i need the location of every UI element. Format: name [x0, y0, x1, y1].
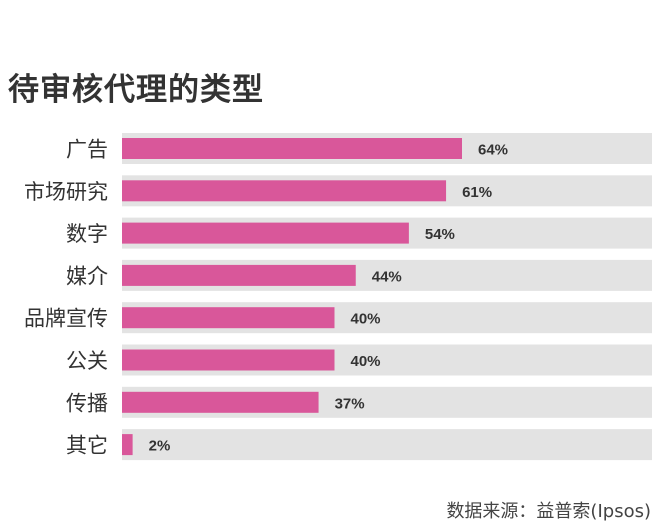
value-label: 44%: [372, 268, 402, 285]
value-label: 40%: [351, 311, 381, 328]
category-label: 传播: [66, 391, 108, 415]
bar: [122, 264, 356, 286]
bar: [122, 391, 319, 413]
bar-track: [122, 429, 652, 461]
category-label: 品牌宣传: [24, 307, 108, 331]
category-label: 广告: [66, 138, 108, 162]
value-label: 54%: [425, 226, 455, 243]
source-note: 数据来源：益普索(Ipsos): [446, 501, 651, 522]
category-label: 市场研究: [24, 180, 108, 204]
value-label: 64%: [478, 142, 508, 159]
category-label: 媒介: [66, 264, 108, 288]
bar: [122, 349, 335, 371]
category-label: 公关: [66, 349, 108, 373]
value-label: 37%: [335, 395, 365, 412]
value-label: 2%: [149, 438, 171, 455]
value-label: 40%: [351, 353, 381, 370]
chart-title: 待审核代理的类型: [8, 72, 264, 108]
bar: [122, 222, 409, 244]
category-label: 其它: [66, 434, 108, 458]
bar: [122, 434, 133, 456]
value-label: 61%: [462, 184, 492, 201]
category-label: 数字: [66, 222, 108, 246]
bar: [122, 307, 335, 329]
bar: [122, 180, 447, 202]
bar: [122, 138, 462, 159]
